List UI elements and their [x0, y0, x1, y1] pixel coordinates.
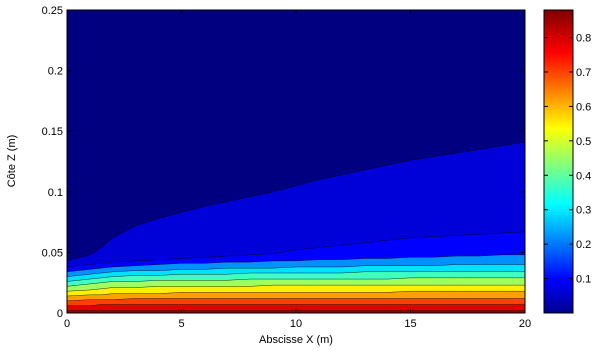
colorbar-tick-label: 0.2 [576, 239, 591, 251]
y-axis-ticks: 0 0.05 0.1 0.15 0.2 0.25 [42, 5, 525, 320]
colorbar-tick-label: 0.7 [576, 67, 591, 79]
x-axis-ticks: 0 5 10 15 20 [64, 10, 531, 330]
x-tick-label: 15 [404, 318, 416, 330]
x-tick-label: 0 [64, 318, 70, 330]
x-tick-label: 5 [178, 318, 184, 330]
y-tick-label: 0.2 [48, 66, 63, 78]
colorbar-tick-label: 0.8 [576, 33, 591, 45]
colorbar [543, 9, 574, 314]
x-tick-label: 10 [290, 318, 302, 330]
colorbar-tick-label: 0.4 [576, 170, 591, 182]
x-axis-label: Abscisse X (m) [259, 334, 333, 346]
colorbar-ticks: 0.1 0.2 0.3 0.4 0.5 0.6 0.7 0.8 [544, 33, 591, 286]
y-tick-label: 0.25 [42, 5, 63, 17]
colorbar-tick-label: 0.3 [576, 205, 591, 217]
plot-area [67, 10, 525, 313]
colorbar-tick-label: 0.1 [576, 274, 591, 286]
y-tick-label: 0.1 [48, 187, 63, 199]
y-tick-label: 0.05 [42, 247, 63, 259]
colorbar-tick-label: 0.6 [576, 101, 591, 113]
y-tick-label: 0 [57, 308, 63, 320]
y-axis-label: Côte Z (m) [6, 135, 18, 188]
x-tick-label: 20 [519, 318, 531, 330]
colorbar-tick-label: 0.5 [576, 136, 591, 148]
y-tick-label: 0.15 [42, 126, 63, 138]
